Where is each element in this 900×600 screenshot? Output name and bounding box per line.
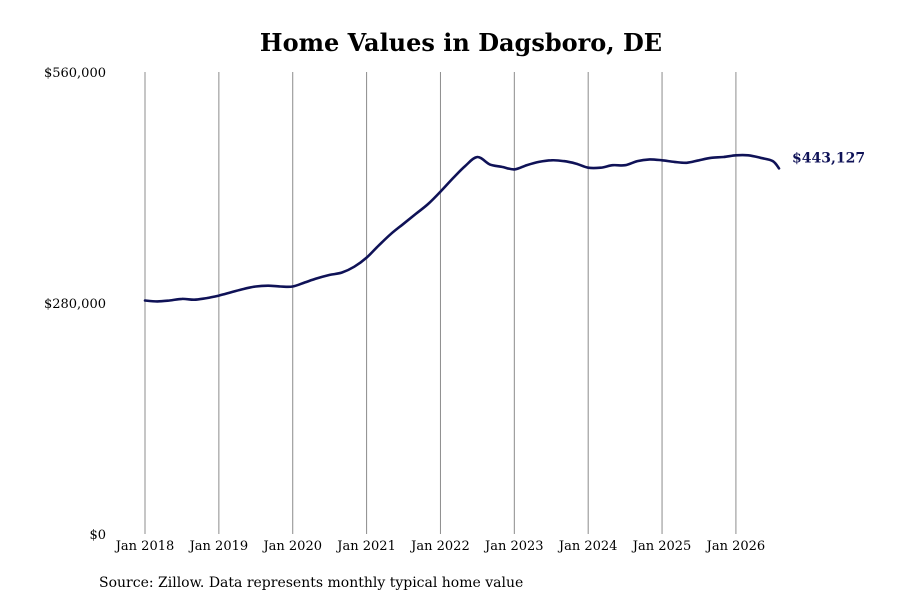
- x-tick-label: Jan 2018: [114, 539, 175, 554]
- x-tick-label: Jan 2020: [261, 539, 322, 554]
- x-tick-label: Jan 2026: [705, 539, 766, 554]
- y-axis-ticks: $0 $280,000 $560,000: [44, 66, 106, 543]
- x-tick-label: Jan 2024: [557, 539, 618, 554]
- x-axis-ticks: Jan 2018 Jan 2019 Jan 2020 Jan 2021 Jan 2022…: [114, 539, 765, 554]
- x-tick-label: Jan 2019: [188, 539, 249, 554]
- vertical-gridlines: [144, 72, 737, 534]
- y-tick-label: $560,000: [44, 66, 106, 81]
- y-tick-label: $0: [89, 528, 106, 543]
- series-line-home-value: [143, 153, 781, 303]
- end-value-label: $443,127: [792, 150, 865, 166]
- x-tick-label: Jan 2021: [335, 539, 396, 554]
- chart-title: Home Values in Dagsboro, DE: [260, 28, 662, 57]
- x-tick-label: Jan 2025: [631, 539, 692, 554]
- y-tick-label: $280,000: [44, 297, 106, 312]
- source-note: Source: Zillow. Data represents monthly …: [99, 575, 523, 591]
- x-tick-label: Jan 2023: [483, 539, 544, 554]
- x-tick-label: Jan 2022: [409, 539, 470, 554]
